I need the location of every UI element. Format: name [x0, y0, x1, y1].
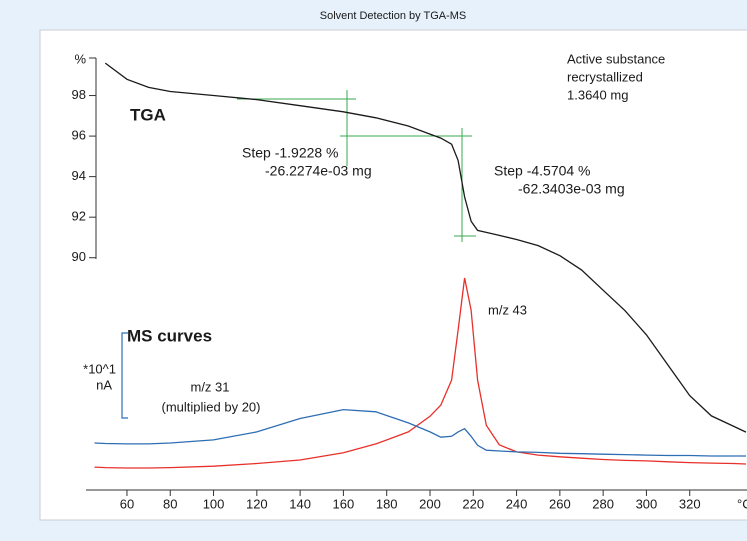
- annotation: *10^1: [83, 361, 116, 376]
- annotation: Step -4.5704 %: [494, 163, 591, 179]
- y-tick-label: 96: [72, 128, 86, 143]
- annotation: TGA: [130, 105, 166, 124]
- annotation: Active substance: [567, 51, 665, 66]
- x-axis-label: °C: [737, 496, 747, 511]
- x-tick-label: 300: [636, 496, 658, 511]
- annotation: Step -1.9228 %: [242, 145, 339, 161]
- x-tick-label: 200: [419, 496, 441, 511]
- data-line: [94, 277, 747, 469]
- annotation: (multiplied by 20): [162, 399, 261, 414]
- annotation: recrystallized: [567, 69, 643, 84]
- x-tick-label: 280: [592, 496, 614, 511]
- chart-title: Solvent Detection by TGA-MS: [320, 10, 467, 22]
- x-tick-label: 320: [679, 496, 701, 511]
- x-tick-label: 220: [462, 496, 484, 511]
- x-tick-label: 260: [549, 496, 571, 511]
- annotation: 1.3640 mg: [567, 87, 628, 102]
- data-line: [94, 408, 746, 457]
- x-tick-label: 140: [289, 496, 311, 511]
- y-axis-label: %: [74, 51, 86, 66]
- x-tick-label: 160: [333, 496, 355, 511]
- x-tick-label: 100: [203, 496, 225, 511]
- annotation: -26.2274e-03 mg: [265, 163, 372, 179]
- ms-scale-bracket: [121, 332, 128, 419]
- x-tick-label: 240: [506, 496, 528, 511]
- x-tick-label: 180: [376, 496, 398, 511]
- plot-frame: [39, 29, 747, 521]
- data-line: [104, 62, 747, 433]
- series-label: m/z 43: [488, 302, 527, 317]
- y-tick-label: 92: [72, 209, 86, 224]
- x-tick-label: 60: [120, 496, 134, 511]
- annotation: nA: [96, 377, 112, 392]
- annotation: -62.3403e-03 mg: [518, 181, 625, 197]
- y-tick-label: 98: [72, 87, 86, 102]
- y-tick-label: 90: [72, 249, 86, 264]
- x-tick-label: 120: [246, 496, 268, 511]
- annotation: MS curves: [127, 326, 212, 345]
- series-label: m/z 31: [190, 379, 229, 394]
- y-tick-label: 94: [72, 168, 86, 183]
- x-tick-label: 80: [163, 496, 177, 511]
